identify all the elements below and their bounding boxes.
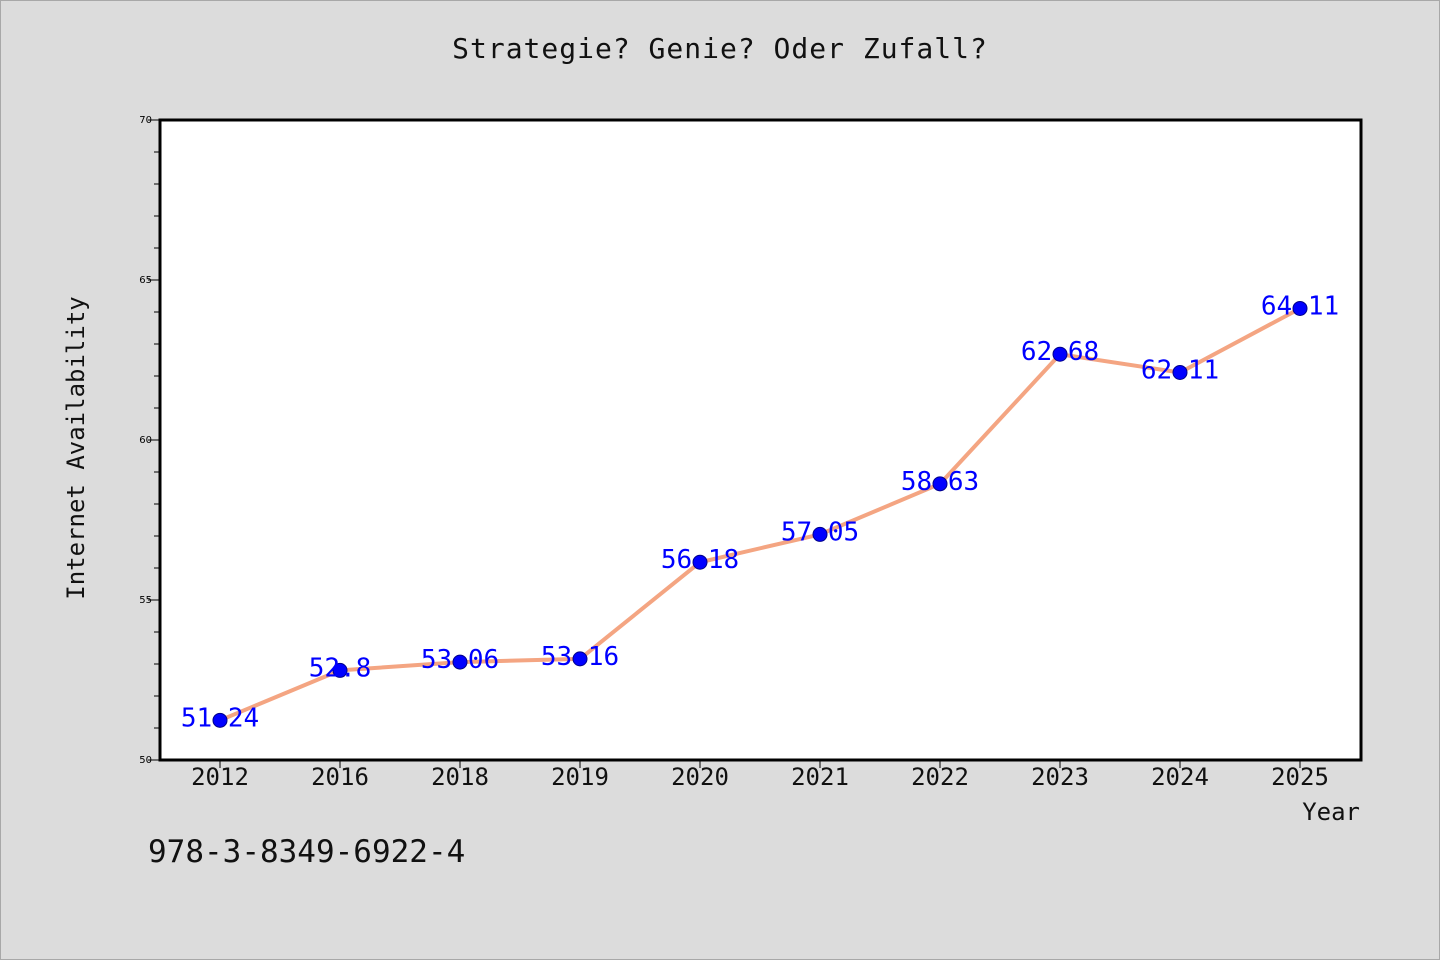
y-tick-label: 60 <box>139 435 152 446</box>
data-labels: 51.24 52.8 53.06 53.16 56.18 57.05 58.63 62.68 6… <box>181 291 1339 733</box>
data-label: 51.24 <box>181 703 259 733</box>
data-label: 58.63 <box>901 467 979 497</box>
data-label: 64.11 <box>1261 291 1339 321</box>
y-axis-ticks: 50 55 60 65 70 <box>139 115 160 766</box>
data-point-marker <box>1052 346 1068 362</box>
series-markers <box>212 300 1308 728</box>
data-point-marker <box>692 554 708 570</box>
data-point-marker <box>812 526 828 542</box>
y-tick-label: 50 <box>139 755 152 766</box>
x-tick-label: 2016 <box>311 763 369 791</box>
data-label: 53.16 <box>541 642 619 672</box>
data-label: 56.18 <box>661 545 739 575</box>
x-tick-label: 2025 <box>1271 763 1329 791</box>
y-axis-title: Internet Availability <box>62 296 90 599</box>
x-tick-label: 2021 <box>791 763 849 791</box>
y-tick-label: 55 <box>139 595 152 606</box>
data-point-marker <box>212 712 228 728</box>
data-label: 62.68 <box>1021 337 1099 367</box>
x-axis-title: Year <box>1302 798 1360 826</box>
x-tick-label: 2019 <box>551 763 609 791</box>
data-point-marker <box>932 476 948 492</box>
data-point-marker <box>332 662 348 678</box>
data-point-marker <box>572 651 588 667</box>
data-label: 53.06 <box>421 645 499 675</box>
series-line <box>219 306 1301 723</box>
x-tick-label: 2022 <box>911 763 969 791</box>
series-line-group <box>219 306 1301 723</box>
data-point-marker <box>1172 364 1188 380</box>
x-tick-label: 2020 <box>671 763 729 791</box>
x-tick-label: 2024 <box>1151 763 1209 791</box>
data-point-marker <box>452 654 468 670</box>
isbn-text: 978-3-8349-6922-4 <box>148 834 466 870</box>
x-axis-ticks: 2012 2016 2018 2019 2020 2021 2022 2023 2024 2025 <box>191 760 1329 791</box>
data-label: 57.05 <box>781 517 859 547</box>
y-tick-label: 65 <box>139 275 152 286</box>
x-tick-label: 2023 <box>1031 763 1089 791</box>
x-tick-label: 2018 <box>431 763 489 791</box>
x-tick-label: 2012 <box>191 763 249 791</box>
data-label: 62.11 <box>1141 355 1219 385</box>
data-label: 52.8 <box>309 653 372 683</box>
data-point-marker <box>1292 300 1308 316</box>
plot-area <box>158 118 1363 762</box>
y-tick-label: 70 <box>139 115 152 126</box>
chart-title: Strategie? Genie? Oder Zufall? <box>452 32 988 65</box>
